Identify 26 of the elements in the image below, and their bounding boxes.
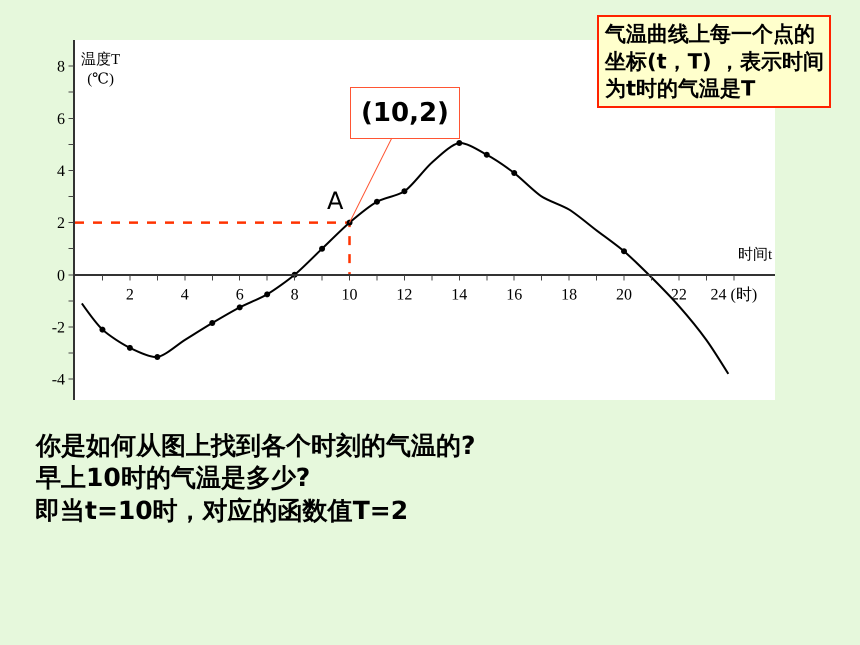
text: 即当t=10时，对应的函数值T=2: [35, 496, 408, 525]
text: 你是如何从图上找到各个时刻的气温的?: [35, 431, 476, 460]
x-tick-label: 12: [396, 286, 412, 304]
x-tick-label: 10: [342, 286, 358, 304]
x-tick-label: 20: [616, 286, 632, 304]
y-tick-label: 2: [57, 215, 66, 232]
y-tick-label: 6: [57, 110, 66, 128]
x-tick-label: 4: [180, 286, 189, 304]
annotation: (10,2): [361, 98, 449, 128]
x-tick-label: 16: [506, 286, 522, 304]
y-tick-label: 4: [57, 163, 66, 180]
x-tick-label: 6: [236, 286, 244, 304]
y-tick-label: 8: [57, 58, 66, 76]
x-tick-label: 8: [290, 286, 299, 304]
x-tick-label: 2: [126, 286, 134, 304]
y-tick-label: 0: [57, 267, 66, 284]
x-axis-title: 时间t: [738, 246, 773, 263]
annotation: A: [327, 187, 344, 215]
text: 早上10时的气温是多少?: [35, 463, 310, 492]
y-tick-label: -2: [52, 320, 66, 337]
x-tick-label: 24 (时): [710, 286, 758, 304]
x-tick-label: 14: [451, 286, 468, 304]
y-tick-label: -4: [52, 372, 66, 389]
annotation: 气温曲线上每一个点的坐标(t，T) ，表示时间为t时的气温是T: [604, 22, 824, 101]
y-axis-title: 温度T (℃): [81, 51, 120, 88]
x-tick-label: 18: [561, 286, 578, 304]
